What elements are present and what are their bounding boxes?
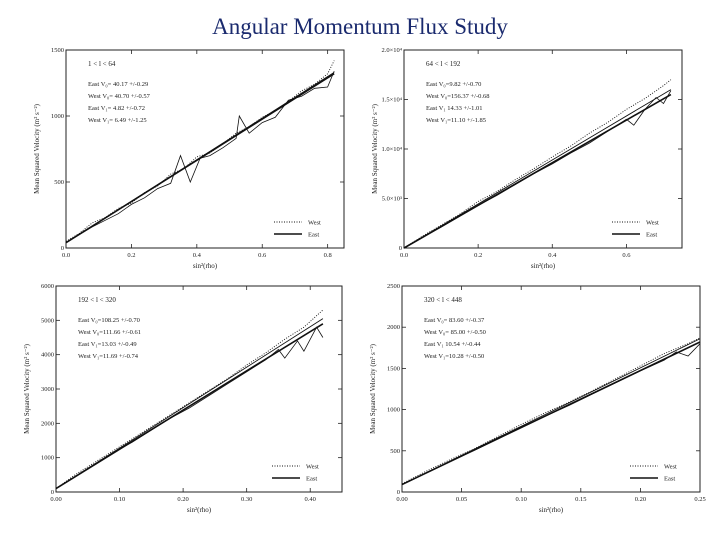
series-line-west: [401, 337, 701, 485]
page-title: Angular Momentum Flux Study: [212, 14, 508, 39]
y-tick-label: 0: [397, 489, 400, 496]
y-tick-label: 500: [54, 179, 64, 186]
fit-annotation: West V₀=156.37 +/-0.68: [426, 93, 489, 100]
legend-label-west: West: [306, 464, 319, 471]
x-tick-label: 0.4: [548, 252, 557, 259]
fit-annotation: East V₀= 40.17 +/-0.29: [88, 81, 148, 88]
fit-annotation: West V₀=111.66 +/-0.61: [78, 329, 141, 336]
fit-annotation: East V₀=108.25 +/-0.70: [78, 317, 140, 324]
y-tick-label: 2500: [387, 283, 400, 290]
y-tick-label: 2.0×10⁴: [381, 47, 402, 54]
range-label: 64 < l < 192: [426, 60, 461, 68]
legend-label-west: West: [664, 464, 677, 471]
x-tick-label: 0.25: [694, 496, 705, 503]
x-tick-label: 0.0: [62, 252, 70, 259]
plot-frame: [401, 285, 701, 493]
series-line-west: [55, 309, 324, 489]
series-line-east: [65, 70, 335, 244]
chart-4: 0.00 0.05 0.10 0.15 0.20 0.25 0 500 1000 1500 2000…: [369, 283, 706, 514]
x-tick-label: 0.20: [635, 496, 646, 503]
y-tick-label: 5.0×10³: [382, 196, 402, 203]
fit-annotation: East V₀= 83.60 +/-0.37: [424, 317, 485, 324]
chart-3: 0.00 0.10 0.20 0.30 0.40 0 1000 2000 3000 4000 500…: [23, 283, 343, 514]
y-axis-label: Mean Squared Velocity (m² s⁻²): [33, 103, 41, 193]
x-tick-label: 0.10: [114, 496, 125, 503]
fit-annotation: West V₀= 40.70 +/-0.57: [88, 93, 151, 100]
y-tick-label: 1.0×10⁴: [381, 146, 402, 153]
plot-frame: [65, 49, 345, 249]
range-label: 192 < l < 320: [78, 296, 116, 304]
fit-annotation: East V₁ 14.33 +/-1.01: [426, 105, 483, 112]
y-tick-label: 2000: [41, 420, 54, 427]
y-tick-label: 1500: [387, 365, 400, 372]
y-tick-label: 500: [390, 448, 400, 455]
y-tick-label: 1.5×10⁴: [381, 97, 402, 104]
legend-label-east: East: [646, 232, 657, 239]
x-tick-label: 0.10: [516, 496, 527, 503]
chart-panel-1: 0.0 0.2 0.4 0.6 0.8 0 500 1000 1500 sin²(rho) Mean…: [30, 44, 352, 274]
x-axis-label: sin²(rho): [187, 506, 212, 514]
y-tick-label: 2000: [387, 324, 400, 331]
x-axis-label: sin²(rho): [193, 262, 218, 270]
y-axis-label: Mean Squared Velocity (m² s⁻²): [369, 343, 377, 433]
x-tick-label: 0.0: [400, 252, 408, 259]
plot-frame: [403, 49, 683, 249]
series-line-west: [403, 79, 672, 249]
legend-label-east: East: [664, 476, 675, 483]
x-axis-label: sin²(rho): [531, 262, 556, 270]
fit-annotation: West V₁=11.69 +/-0.74: [78, 353, 139, 360]
x-tick-label: 0.2: [127, 252, 135, 259]
fit-annotation: West V₁=10.28 +/-0.50: [424, 353, 484, 360]
series-line-east: [401, 343, 701, 485]
fit-annotation: West V₁=11.10 +/-1.85: [426, 117, 486, 124]
y-axis-label: Mean Squared Velocity (m² s⁻²): [23, 343, 31, 433]
x-tick-label: 0.6: [258, 252, 267, 259]
x-tick-label: 0.8: [324, 252, 332, 259]
y-axis-label: Mean Squared Velocity (m² s⁻²): [371, 103, 379, 193]
x-tick-label: 0.05: [456, 496, 467, 503]
y-tick-label: 6000: [41, 283, 54, 290]
series-line-east: [403, 90, 672, 249]
x-tick-label: 0.6: [622, 252, 631, 259]
x-tick-label: 0.15: [575, 496, 586, 503]
y-tick-label: 1000: [51, 113, 64, 120]
fit-annotation: East V₁ 10.54 +/-0.44: [424, 341, 481, 348]
fit-annotation: West V₁= 6.49 +/-1.25: [88, 117, 147, 124]
y-tick-label: 1000: [387, 407, 400, 414]
x-tick-label: 0.4: [193, 252, 202, 259]
series-line-east: [55, 326, 324, 489]
fit-annotation: East V₁=13.03 +/-0.49: [78, 341, 137, 348]
x-tick-label: 0.30: [241, 496, 252, 503]
y-tick-label: 1000: [41, 455, 54, 462]
legend-label-west: West: [308, 220, 321, 227]
chart-panel-2: 0.0 0.2 0.4 0.6 0 5.0×10³ 1.0×10⁴ 1.5×10⁴ 2.0×10…: [368, 44, 690, 274]
fit-annotation: West V₀= 85.00 +/-0.50: [424, 329, 486, 336]
y-tick-label: 1500: [51, 47, 64, 54]
chart-1: 0.0 0.2 0.4 0.6 0.8 0 500 1000 1500 sin²(rho) Mean…: [33, 47, 345, 270]
y-tick-label: 4000: [41, 352, 54, 359]
y-tick-label: 5000: [41, 317, 54, 324]
range-label: 320 < l < 448: [424, 296, 462, 304]
chart-panel-3: 0.00 0.10 0.20 0.30 0.40 0 1000 2000 3000 4000 500…: [20, 280, 350, 518]
fit-annotation: East V₁= 4.82 +/-0.72: [88, 105, 145, 112]
x-tick-label: 0.00: [50, 496, 61, 503]
chart-2: 0.0 0.2 0.4 0.6 0 5.0×10³ 1.0×10⁴ 1.5×10⁴ 2.0×10…: [371, 47, 683, 270]
y-tick-label: 3000: [41, 386, 54, 393]
fit-annotation: East V₀=9.82 +/-0.70: [426, 81, 481, 88]
legend-label-east: East: [308, 232, 319, 239]
x-tick-label: 0.40: [305, 496, 316, 503]
x-tick-label: 0.2: [474, 252, 482, 259]
series-line-west: [65, 60, 335, 242]
fit-line-east: [55, 323, 324, 490]
range-label: 1 < l < 64: [88, 60, 116, 68]
y-tick-label: 0: [51, 489, 54, 496]
chart-panel-4: 0.00 0.05 0.10 0.15 0.20 0.25 0 500 1000 1500 2000…: [366, 280, 708, 518]
x-axis-label: sin²(rho): [539, 506, 564, 514]
y-tick-label: 0: [61, 245, 64, 252]
x-tick-label: 0.00: [396, 496, 407, 503]
legend-label-west: West: [646, 220, 659, 227]
x-tick-label: 0.20: [177, 496, 188, 503]
legend-label-east: East: [306, 476, 317, 483]
y-tick-label: 0: [399, 245, 402, 252]
